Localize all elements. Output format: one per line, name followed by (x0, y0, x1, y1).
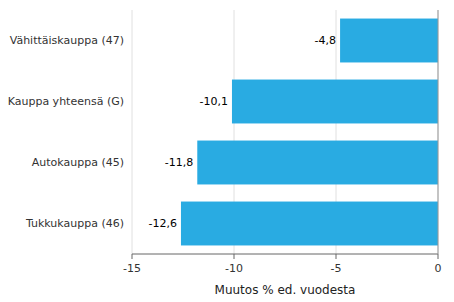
category-label: Vähittäiskauppa (47) (10, 34, 124, 47)
bar (340, 19, 438, 63)
tick-label: 0 (435, 262, 442, 275)
zero-line (438, 10, 439, 254)
tick-label: -15 (123, 262, 141, 275)
x-axis-line (132, 254, 438, 255)
grid (132, 10, 438, 254)
bar (181, 202, 438, 246)
tick-mark (438, 254, 439, 259)
x-axis: -15 -10 -5 0 (123, 254, 441, 275)
bar (197, 141, 438, 185)
chart-svg: -15 -10 -5 0 Muutos % ed. vuodesta Tukkukaupp… (0, 0, 454, 302)
y-axis: Tukkukauppa (46) Autokauppa (45) Kauppa yh… (8, 34, 124, 230)
chart-container: -15 -10 -5 0 Muutos % ed. vuodesta Tukkukaupp… (0, 0, 454, 302)
data-label: -12,6 (148, 217, 176, 230)
data-label: -11,8 (165, 156, 193, 169)
grid-line (132, 10, 133, 254)
grid-line (438, 10, 439, 254)
category-label: Tukkukauppa (46) (25, 217, 124, 230)
data-label: -10,1 (199, 95, 227, 108)
x-axis-label: Muutos % ed. vuodesta (215, 283, 356, 297)
data-labels: -12,6 -11,8 -10,1 -4,8 (148, 34, 336, 230)
tick-label: -5 (331, 262, 342, 275)
tick-mark (336, 254, 337, 259)
tick-mark (234, 254, 235, 259)
bars (181, 19, 438, 246)
tick-label: -10 (225, 262, 243, 275)
category-label: Autokauppa (45) (32, 156, 124, 169)
data-label: -4,8 (315, 34, 336, 47)
tick-mark (132, 254, 133, 259)
category-label: Kauppa yhteensä (G) (8, 95, 124, 108)
bar (232, 80, 438, 124)
